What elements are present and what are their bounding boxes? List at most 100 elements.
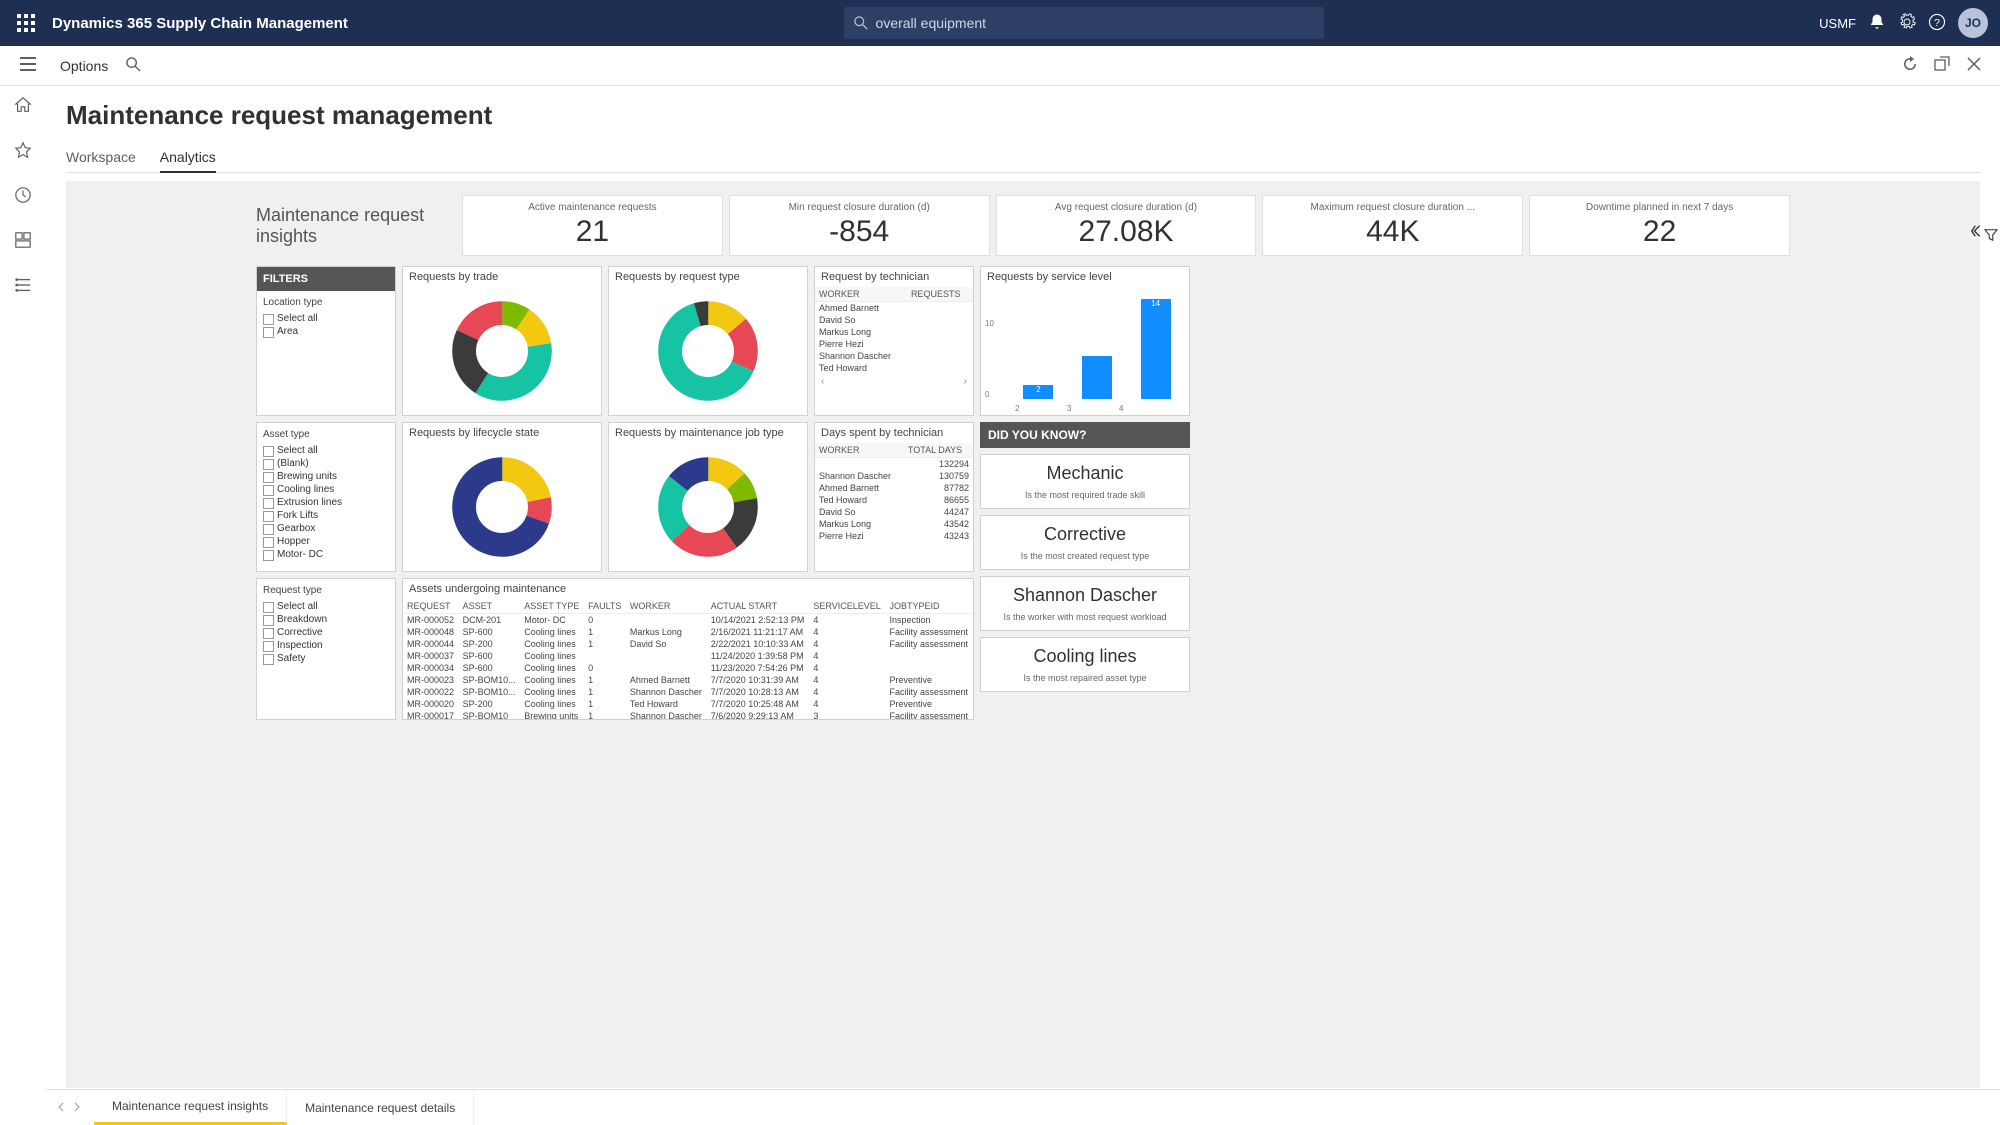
table-row[interactable]: Shannon Dascher130759 xyxy=(815,470,973,482)
table-row[interactable]: David So xyxy=(815,314,973,326)
filter-tile-request-type: Request typeSelect allBreakdownCorrectiv… xyxy=(256,578,396,720)
dyk-card-subtitle: Is the worker with most request workload xyxy=(989,612,1181,622)
table-header[interactable]: FAULTS xyxy=(584,599,626,614)
table-row[interactable]: MR-000048SP-600Cooling lines1Markus Long… xyxy=(403,626,973,638)
table-row[interactable]: MR-000023SP-BOM10...Cooling lines1Ahmed … xyxy=(403,674,973,686)
page-search-icon[interactable] xyxy=(126,57,141,75)
table-row[interactable]: David So44247 xyxy=(815,506,973,518)
table-row[interactable]: Pierre Hezi xyxy=(815,338,973,350)
filter-checkbox[interactable]: Select all xyxy=(263,312,389,325)
filters-panel-collapsed[interactable]: Filters xyxy=(1970,186,2000,255)
filter-checkbox[interactable]: Area xyxy=(263,325,389,338)
bar[interactable]: 2 xyxy=(1023,385,1053,399)
table-row[interactable]: MR-000020SP-200Cooling lines1Ted Howard7… xyxy=(403,698,973,710)
table-header[interactable]: ASSET TYPE xyxy=(520,599,584,614)
tile-requests-by-type[interactable]: Requests by request type xyxy=(608,266,808,416)
favorites-icon[interactable] xyxy=(14,141,32,162)
scroll-right-icon[interactable]: › xyxy=(964,376,967,387)
tab-scroll-right-icon[interactable] xyxy=(72,1100,82,1115)
settings-icon[interactable] xyxy=(1898,13,1916,34)
kpi-card[interactable]: Avg request closure duration (d)27.08K xyxy=(996,195,1257,256)
table-header[interactable]: ASSET xyxy=(459,599,521,614)
tile-requests-by-lifecycle[interactable]: Requests by lifecycle state xyxy=(402,422,602,572)
filter-checkbox[interactable]: Corrective xyxy=(263,626,389,639)
tile-assets-undergoing-maintenance[interactable]: Assets undergoing maintenance REQUESTASS… xyxy=(402,578,974,720)
table-row[interactable]: Ahmed Barnett87782 xyxy=(815,482,973,494)
table-row[interactable]: Markus Long xyxy=(815,326,973,338)
x-tick: 4 xyxy=(1119,404,1123,413)
table-row[interactable]: Ahmed Barnett xyxy=(815,302,973,315)
home-icon[interactable] xyxy=(14,96,32,117)
bar[interactable] xyxy=(1082,356,1112,399)
kpi-card[interactable]: Maximum request closure duration ...44K xyxy=(1262,195,1523,256)
report-tab[interactable]: Maintenance request insights xyxy=(94,1090,287,1125)
report-tab[interactable]: Maintenance request details xyxy=(287,1090,474,1125)
filter-checkbox[interactable]: Select all xyxy=(263,600,389,613)
user-avatar[interactable]: JO xyxy=(1958,8,1988,38)
bar[interactable]: 14 xyxy=(1141,299,1171,399)
tile-requests-by-trade[interactable]: Requests by trade xyxy=(402,266,602,416)
filter-checkbox[interactable]: Safety xyxy=(263,652,389,665)
filter-checkbox[interactable]: Breakdown xyxy=(263,613,389,626)
refresh-icon[interactable] xyxy=(1902,56,1918,75)
kpi-value: 21 xyxy=(473,215,712,249)
filter-checkbox[interactable]: Extrusion lines xyxy=(263,496,389,509)
company-label[interactable]: USMF xyxy=(1819,16,1856,31)
nav-toggle-icon[interactable] xyxy=(10,57,46,74)
notifications-icon[interactable] xyxy=(1868,13,1886,34)
filter-checkbox[interactable]: Motor- DC xyxy=(263,548,389,561)
tab-analytics[interactable]: Analytics xyxy=(160,143,216,173)
table-row[interactable]: Ted Howard xyxy=(815,362,973,374)
filter-checkbox[interactable]: Fork Lifts xyxy=(263,509,389,522)
kpi-card[interactable]: Downtime planned in next 7 days22 xyxy=(1529,195,1790,256)
help-icon[interactable]: ? xyxy=(1928,13,1946,34)
table-row[interactable]: MR-000017SP-BOM10Brewing units1Shannon D… xyxy=(403,710,973,719)
tile-days-by-technician[interactable]: Days spent by technician WORKERTOTAL DAY… xyxy=(814,422,974,572)
tile-request-by-technician[interactable]: Request by technician WORKERREQUESTSAhme… xyxy=(814,266,974,416)
filter-checkbox[interactable]: Brewing units xyxy=(263,470,389,483)
table-header[interactable]: WORKER xyxy=(815,287,907,302)
tab-workspace[interactable]: Workspace xyxy=(66,143,136,172)
close-icon[interactable] xyxy=(1966,56,1982,75)
tile-requests-by-service-level[interactable]: Requests by service level 010223144 xyxy=(980,266,1190,416)
recent-icon[interactable] xyxy=(14,186,32,207)
kpi-card[interactable]: Min request closure duration (d)-854 xyxy=(729,195,990,256)
table-row[interactable]: MR-000022SP-BOM10...Cooling lines1Shanno… xyxy=(403,686,973,698)
table-row[interactable]: Shannon Dascher xyxy=(815,350,973,362)
table-header[interactable]: SERVICELEVEL xyxy=(809,599,885,614)
table-row[interactable]: MR-000037SP-600Cooling lines11/24/2020 1… xyxy=(403,650,973,662)
search-input[interactable] xyxy=(876,15,1314,31)
kpi-card[interactable]: Active maintenance requests21 xyxy=(462,195,723,256)
table-row[interactable]: Pierre Hezi43243 xyxy=(815,530,973,542)
tile-requests-by-jobtype[interactable]: Requests by maintenance job type xyxy=(608,422,808,572)
workspaces-icon[interactable] xyxy=(14,231,32,252)
scroll-left-icon[interactable]: ‹ xyxy=(821,376,824,387)
table-row[interactable]: Ted Howard86655 xyxy=(815,494,973,506)
filter-checkbox[interactable]: Hopper xyxy=(263,535,389,548)
modules-icon[interactable] xyxy=(14,276,32,297)
table-header[interactable]: REQUEST xyxy=(403,599,459,614)
table-row[interactable]: MR-000034SP-600Cooling lines011/23/2020 … xyxy=(403,662,973,674)
table-header[interactable]: REQUESTS xyxy=(907,287,973,302)
options-menu[interactable]: Options xyxy=(60,58,108,74)
filter-checkbox[interactable]: Inspection xyxy=(263,639,389,652)
table-header[interactable]: ACTUAL START xyxy=(707,599,810,614)
table-row[interactable]: Markus Long43542 xyxy=(815,518,973,530)
app-launcher-icon[interactable] xyxy=(8,5,44,41)
tab-scroll-left-icon[interactable] xyxy=(56,1100,66,1115)
global-search[interactable] xyxy=(844,7,1324,39)
filter-checkbox[interactable]: (Blank) xyxy=(263,457,389,470)
dyk-card: CorrectiveIs the most created request ty… xyxy=(980,515,1190,570)
table-header[interactable]: WORKER xyxy=(815,443,904,458)
table-header[interactable]: WORKER xyxy=(626,599,707,614)
table-row[interactable]: MR-000052DCM-201Motor- DC010/14/2021 2:5… xyxy=(403,614,973,627)
table-row[interactable]: 132294 xyxy=(815,458,973,471)
insights-title: Maintenance request insights xyxy=(256,195,456,256)
filter-checkbox[interactable]: Gearbox xyxy=(263,522,389,535)
table-header[interactable]: JOBTYPEID xyxy=(886,599,973,614)
popout-icon[interactable] xyxy=(1934,56,1950,75)
filter-checkbox[interactable]: Select all xyxy=(263,444,389,457)
table-row[interactable]: MR-000044SP-200Cooling lines1David So2/2… xyxy=(403,638,973,650)
filter-checkbox[interactable]: Cooling lines xyxy=(263,483,389,496)
table-header[interactable]: TOTAL DAYS xyxy=(904,443,973,458)
